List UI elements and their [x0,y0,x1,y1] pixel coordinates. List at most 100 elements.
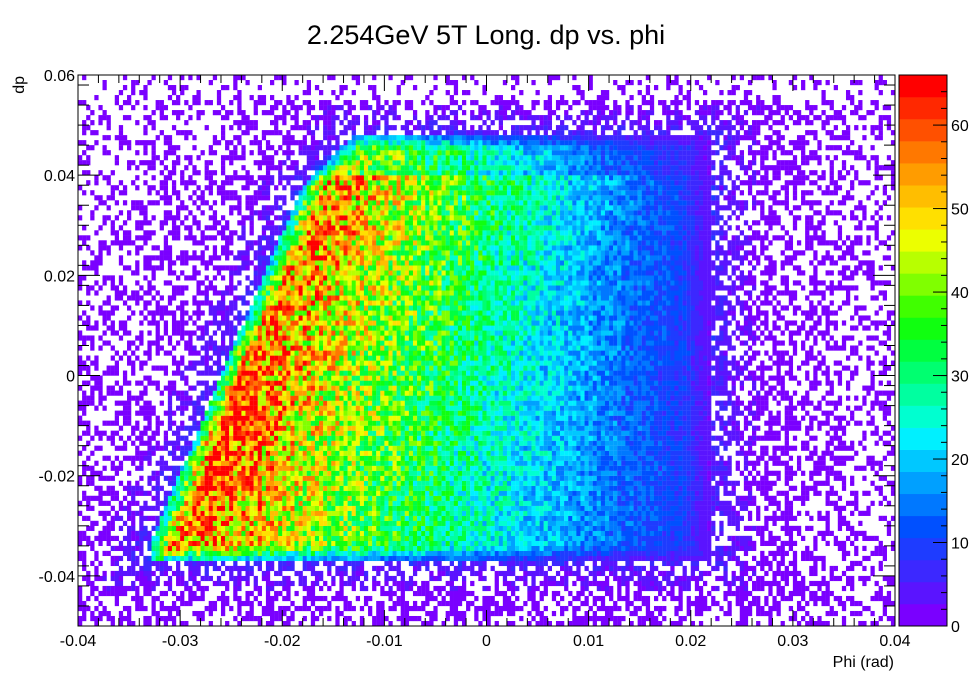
heatmap-cell [421,620,426,627]
heatmap-cell [310,490,316,496]
heatmap-cell [461,620,467,627]
heatmap-cell [621,570,626,577]
heatmap-cell [531,560,536,567]
heatmap-cell [396,615,401,622]
heatmap-cell [314,530,320,536]
heatmap-cell [625,500,630,506]
heatmap-cell [417,565,422,572]
heatmap-cell [862,575,867,582]
heatmap-cell [192,450,197,456]
heatmap-cell [306,520,311,526]
heatmap-cell [433,595,438,602]
heatmap-cell [670,520,675,526]
heatmap-cell [233,490,238,496]
heatmap-cell [825,520,830,526]
heatmap-cell [576,505,581,511]
heatmap-cell [768,560,773,567]
heatmap-cell [470,600,475,607]
heatmap-cell [245,510,250,516]
heatmap-cell [854,465,859,471]
heatmap-cell [241,485,246,491]
heatmap-cell [433,585,438,592]
heatmap-cell [151,545,156,552]
heatmap-cell [772,480,777,486]
heatmap-cell [625,555,630,562]
heatmap-cell [90,525,95,531]
heatmap-cell [449,475,454,481]
heatmap-cell [727,455,732,461]
heatmap-cell [408,460,414,466]
heatmap-cell [837,520,843,526]
heatmap-cell [498,530,503,536]
heatmap-cell [445,505,450,511]
heatmap-cell [735,555,740,562]
heatmap-cell [86,480,91,486]
heatmap-cell [666,470,671,476]
heatmap-cell [237,605,242,612]
heatmap-cell [445,525,450,531]
heatmap-cell [400,615,405,622]
heatmap-cell [437,520,442,526]
heatmap-cell [184,555,189,562]
heatmap-cell [171,600,177,607]
heatmap-cell [686,520,691,526]
heatmap-cell [82,470,87,476]
heatmap-cell [539,535,544,541]
heatmap-cell [294,475,299,481]
heatmap-cell [343,470,348,476]
heatmap-cell [351,620,356,627]
heatmap-cell [233,565,238,572]
heatmap-cell [658,455,663,461]
heatmap-cell [486,540,491,547]
heatmap-cell [143,455,148,461]
heatmap-cell [825,510,830,516]
heatmap-cell [498,455,503,461]
heatmap-cell [265,505,271,511]
heatmap-cell [355,490,361,496]
heatmap-cell [756,560,761,567]
heatmap-cell [625,490,630,496]
heatmap-cell [502,495,508,501]
heatmap-cell [478,575,483,582]
heatmap-cell [743,585,749,592]
heatmap-cell [433,485,438,491]
heatmap-cell [641,455,646,461]
heatmap-cell [564,540,569,547]
heatmap-cell [192,575,197,582]
heatmap-cell [482,530,487,536]
heatmap-cell [613,565,618,572]
heatmap-cell [850,500,855,506]
heatmap-cell [290,485,295,491]
heatmap-cell [494,505,499,511]
heatmap-cell [351,510,356,516]
heatmap-cell [600,600,606,607]
heatmap-cell [102,610,107,617]
heatmap-cell [768,585,773,592]
heatmap-cell [523,550,528,557]
heatmap-cell [384,510,389,516]
heatmap-cell [723,545,728,552]
heatmap-cell [866,555,871,562]
heatmap-cell [106,525,111,531]
heatmap-cell [163,570,169,577]
heatmap-cell [772,455,777,461]
heatmap-cell [184,490,189,496]
heatmap-cell [682,495,687,501]
heatmap-cell [596,495,602,501]
heatmap-cell [261,480,267,486]
heatmap-cell [825,465,830,471]
heatmap-cell [890,545,896,552]
heatmap-cell [617,460,622,466]
heatmap-cell [723,470,728,476]
heatmap-cell [617,495,622,501]
heatmap-cell [449,495,454,501]
heatmap-cell [306,485,311,491]
heatmap-cell [314,470,320,476]
heatmap-cell [609,505,614,511]
heatmap-cell [114,590,120,597]
heatmap-cell [139,510,144,516]
heatmap-cell [817,465,822,471]
heatmap-cell [633,520,638,526]
heatmap-cell [347,580,352,587]
heatmap-cell [270,470,275,476]
